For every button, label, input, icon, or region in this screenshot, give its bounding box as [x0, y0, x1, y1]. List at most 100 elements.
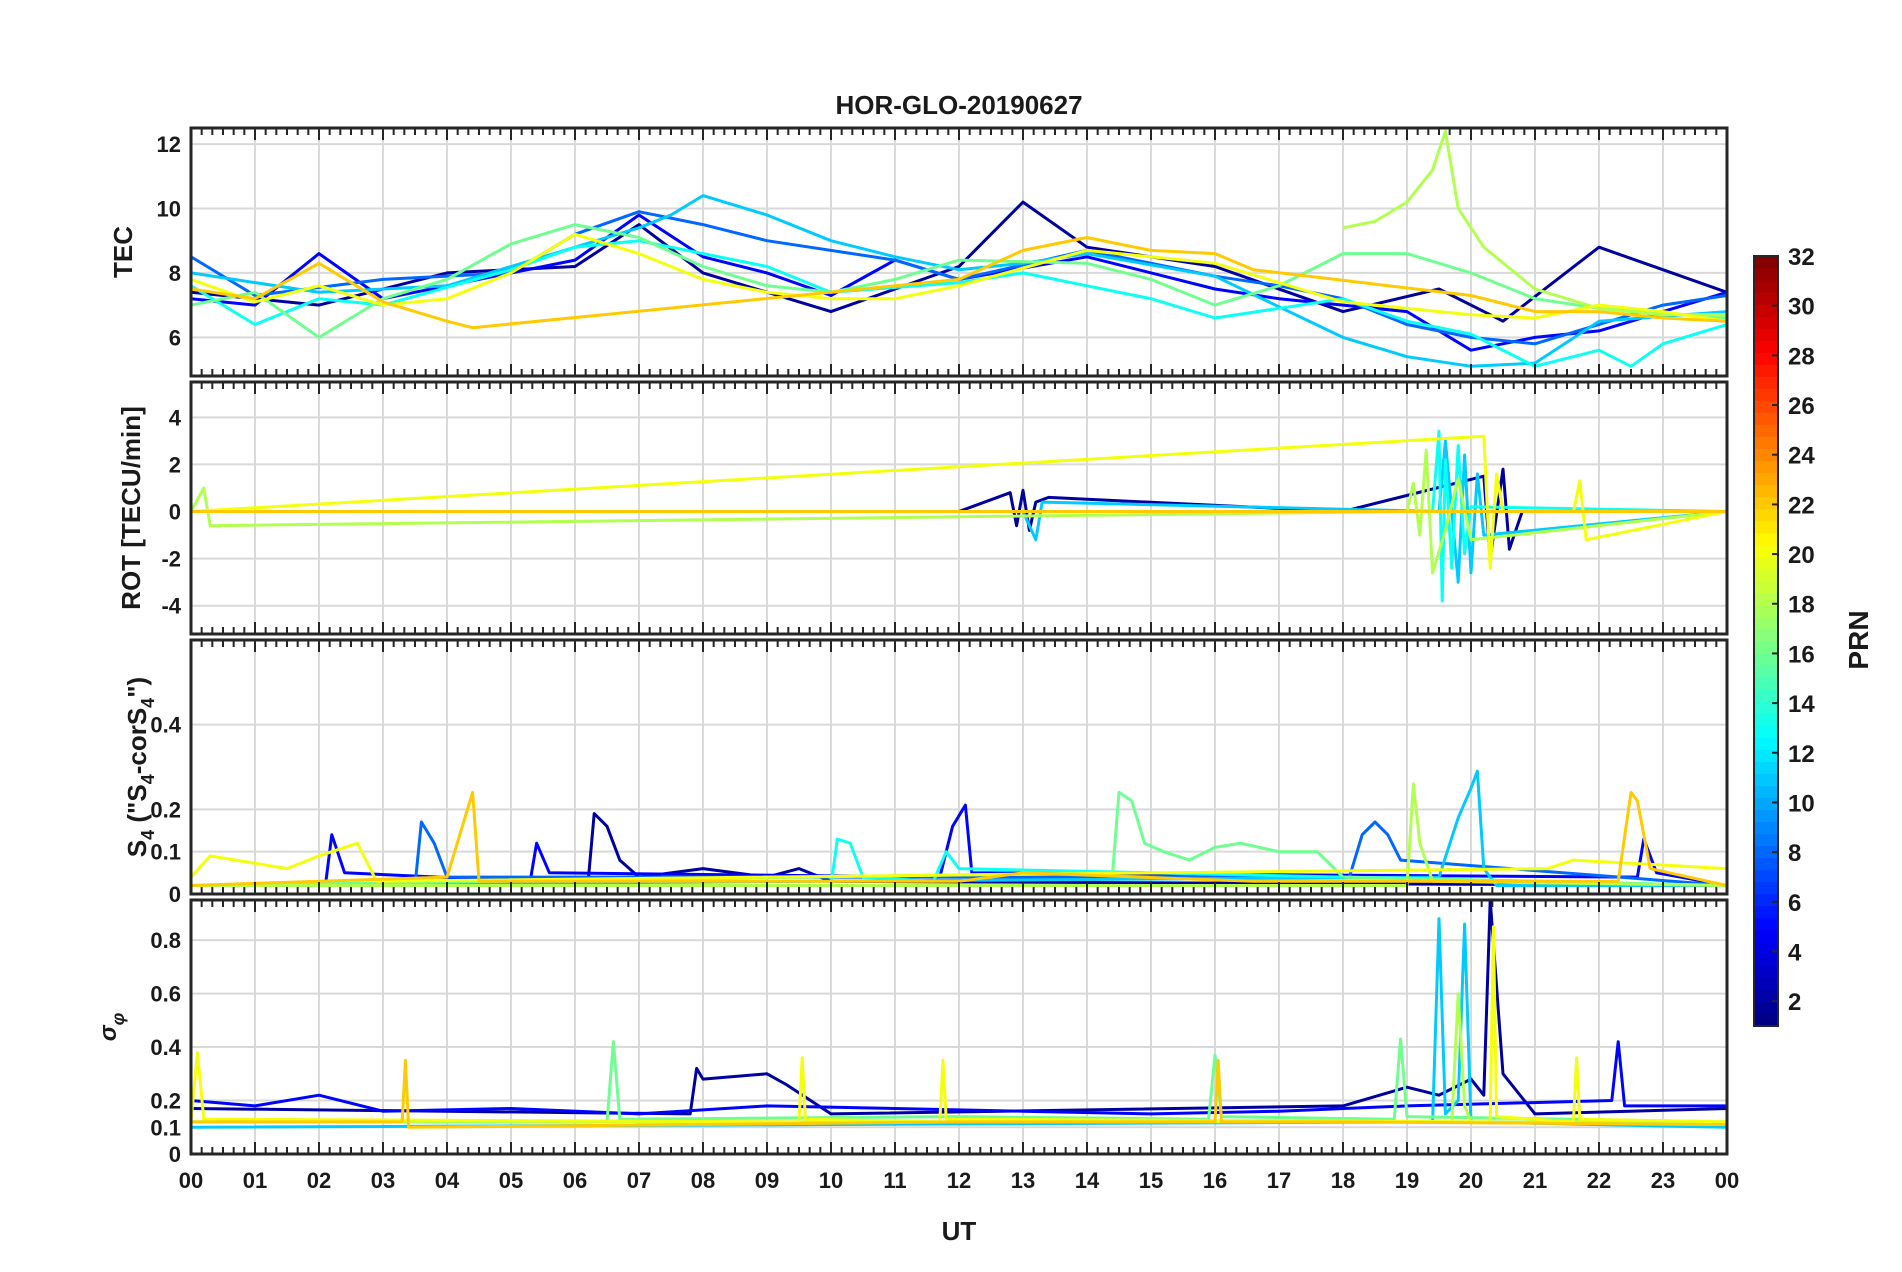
series-line-prn-2 [191, 900, 1727, 1116]
series-line-prn-16 [191, 223, 1727, 339]
colorbar-tick-label: 4 [1788, 939, 1802, 966]
colorbar-segment [1754, 316, 1778, 329]
y-tick-label: 0.2 [150, 1089, 181, 1114]
colorbar-segment [1754, 977, 1778, 991]
colorbar-tick-label: 8 [1788, 840, 1801, 867]
x-tick-label: 00 [179, 1168, 203, 1193]
y-axis-label: ROT [TECU/min] [116, 406, 146, 610]
colorbar-segment [1754, 689, 1778, 702]
series-line-prn-22 [191, 1058, 1727, 1129]
series-line-prn-5 [191, 1040, 1727, 1116]
colorbar-segment [1754, 809, 1778, 823]
x-tick-label: 02 [307, 1168, 331, 1193]
colorbar-segment [1754, 677, 1778, 690]
colorbar-segment [1754, 761, 1778, 774]
y-tick-label: 4 [169, 405, 182, 430]
colorbar-segment [1754, 484, 1778, 498]
x-tick-label: 01 [243, 1168, 267, 1193]
colorbar-tick-label: 24 [1788, 443, 1815, 470]
colorbar-segment [1754, 713, 1778, 726]
colorbar-tick-label: 18 [1788, 592, 1815, 619]
colorbar-segment [1754, 424, 1778, 438]
x-tick-label: 21 [1523, 1168, 1547, 1193]
y-tick-label: -4 [161, 594, 181, 619]
colorbar-segment [1754, 448, 1778, 462]
x-tick-label: 16 [1203, 1168, 1227, 1193]
y-tick-label: 0.2 [150, 797, 181, 822]
x-tick-label: 11 [883, 1168, 906, 1193]
sigma-phi-panel: 00.10.2 0.4 0.6 0.8 σφ [95, 898, 1729, 1167]
series-line-prn-22 [191, 236, 1727, 330]
colorbar-segment [1754, 280, 1778, 293]
colorbar-segment [1754, 833, 1778, 847]
series-group [191, 769, 1727, 887]
colorbar-segment [1754, 268, 1778, 281]
colorbar-segment [1754, 725, 1778, 738]
colorbar-segment [1754, 797, 1778, 811]
y-tick-label: -2 [161, 547, 181, 572]
colorbar-segment [1754, 869, 1778, 883]
x-tick-label: 03 [371, 1168, 395, 1193]
x-tick-label: 19 [1395, 1168, 1419, 1193]
series-line-prn-22 [191, 790, 1727, 887]
y-tick-label: 6 [169, 325, 181, 350]
x-tick-label: 14 [1075, 1168, 1100, 1193]
y-tick-label: 0.4 [150, 1035, 181, 1060]
colorbar-segment [1754, 352, 1778, 365]
rot-panel: -4 -2 0 2 4 ROT [TECU/min] [116, 380, 1729, 636]
x-tick-label: 05 [499, 1168, 523, 1193]
tec-panel: 6 8 10 12 TEC [108, 126, 1729, 378]
colorbar-segment [1754, 749, 1778, 762]
y-axis-label: S4 ("S4-corS4") [122, 677, 158, 857]
colorbar-label: PRN [1843, 610, 1874, 669]
axes-box [189, 638, 1729, 896]
series-line-prn-2 [191, 467, 1727, 561]
colorbar-segment [1754, 388, 1778, 401]
series-line-prn-16 [191, 790, 1727, 887]
x-tick-label: 22 [1587, 1168, 1611, 1193]
colorbar-segment [1754, 785, 1778, 799]
series-line-prn-20 [191, 232, 1727, 323]
colorbar-segment [1754, 701, 1778, 714]
colorbar-segment [1754, 941, 1778, 955]
x-tick-label: 13 [1011, 1168, 1035, 1193]
colorbar-segment [1754, 364, 1778, 377]
colorbar-segment [1754, 616, 1778, 630]
x-tick-label: 12 [947, 1168, 971, 1193]
series-line-prn-18 [1342, 129, 1727, 317]
colorbar-tick-label: 30 [1788, 294, 1815, 321]
colorbar-segment [1754, 376, 1778, 389]
colorbar-segment [1754, 544, 1778, 558]
colorbar-segment [1754, 929, 1778, 943]
series-line-prn-13 [191, 239, 1727, 368]
axes-box [189, 126, 1729, 378]
y-tick-label: 8 [169, 261, 181, 286]
colorbar-segment [1754, 845, 1778, 859]
series-line-prn-20 [191, 841, 1727, 883]
series-line-prn-16 [191, 1037, 1727, 1124]
y-tick-label: 0.1 [150, 1115, 181, 1140]
axes-box [189, 898, 1729, 1156]
colorbar-segment [1754, 304, 1778, 317]
colorbar-segment [1754, 628, 1778, 642]
series-line-prn-11 [191, 194, 1727, 368]
x-axis-ticks: 00 01 02 03 04 05 06 07 08 09 10 11 12 13 14 15 16 17 18 19… [179, 1168, 1739, 1193]
x-tick-label: 15 [1139, 1168, 1163, 1193]
colorbar-tick-label: 12 [1788, 741, 1815, 768]
colorbar-tick-label: 16 [1788, 641, 1815, 668]
colorbar-segment [1754, 472, 1778, 486]
colorbar-tick-label: 14 [1788, 691, 1815, 718]
x-axis-label: UT [942, 1216, 977, 1246]
x-tick-label: 23 [1651, 1168, 1675, 1193]
colorbar-tick-label: 28 [1788, 343, 1815, 370]
colorbar-tick-label: 10 [1788, 790, 1815, 817]
colorbar-segment [1754, 917, 1778, 931]
colorbar-segment [1754, 436, 1778, 450]
colorbar-segment [1754, 641, 1778, 654]
x-tick-label: 07 [627, 1168, 651, 1193]
colorbar-frame [1753, 255, 1779, 1027]
colorbar-segment [1754, 665, 1778, 678]
colorbar-tick-label: 2 [1788, 989, 1801, 1016]
axes-box [189, 380, 1729, 636]
